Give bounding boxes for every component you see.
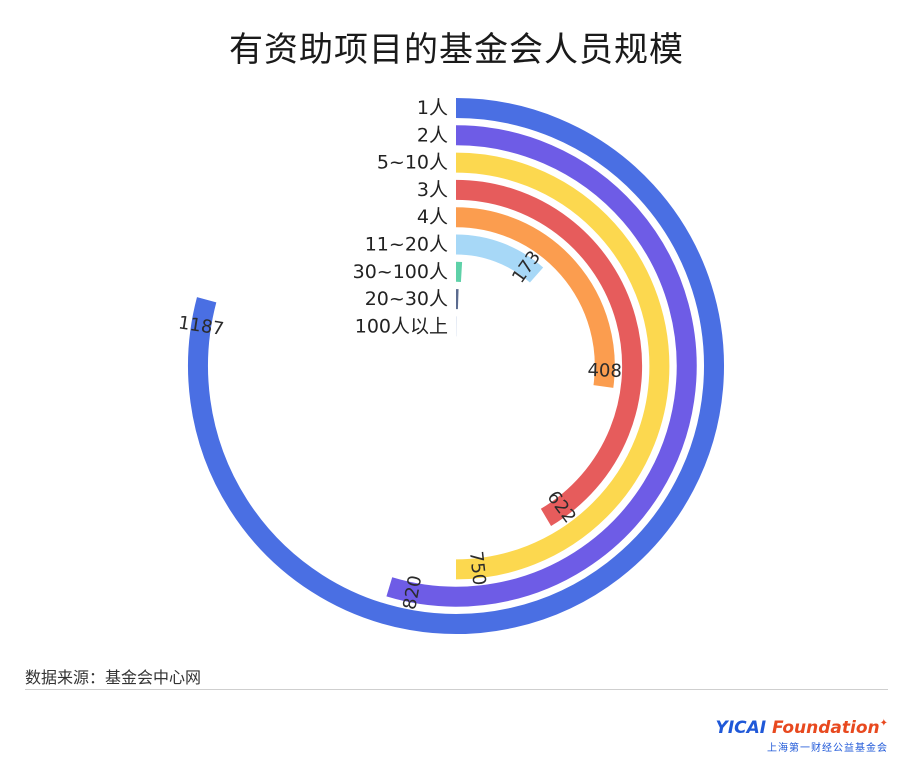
category-label-3: 3人 — [417, 179, 448, 201]
category-label-4: 4人 — [417, 206, 448, 228]
value-label-0: 1187 — [177, 312, 226, 340]
radial-bar-3 — [455, 179, 643, 526]
radial-bar-4 — [455, 207, 615, 388]
radial-bar-chart: 1人 2人 5~10人 3人 4人 11~20人 30~100人 20~30人 100人以上 1… — [177, 97, 724, 634]
logo-subtitle: 上海第一财经公益基金会 — [767, 743, 888, 754]
chart-title: 有资助项目的基金会人员规模 — [229, 30, 684, 70]
category-label-1: 2人 — [417, 124, 448, 146]
category-label-2: 5~10人 — [377, 152, 448, 174]
category-label-8: 100人以上 — [355, 315, 448, 337]
logo-wordmark-accent: Foundation — [772, 718, 880, 738]
logo-wordmark-prefix: YICAI — [715, 718, 773, 738]
bars-group — [188, 98, 724, 634]
category-label-6: 30~100人 — [353, 261, 448, 283]
footer-divider — [25, 689, 888, 690]
category-label-5: 11~20人 — [365, 234, 448, 256]
radial-bar-1 — [386, 125, 697, 607]
logo-wordmark: YICAI Foundation✦ — [716, 718, 888, 738]
category-label-7: 20~30人 — [365, 288, 448, 310]
radial-bar-2 — [455, 152, 670, 580]
radial-bar-0 — [188, 98, 724, 634]
value-label-2: 750 — [465, 550, 489, 586]
value-label-1: 820 — [399, 574, 426, 612]
radial-bar-5 — [455, 234, 544, 283]
yicai-foundation-logo: YICAI Foundation✦ 上海第一财经公益基金会 — [716, 718, 888, 754]
category-label-0: 1人 — [417, 97, 448, 119]
logo-star-icon: ✦ — [879, 718, 888, 729]
value-label-4: 408 — [587, 360, 622, 382]
category-labels: 1人 2人 5~10人 3人 4人 11~20人 30~100人 20~30人 100人以上 — [353, 97, 448, 337]
data-source-note: 数据来源：基金会中心网 — [25, 668, 202, 687]
